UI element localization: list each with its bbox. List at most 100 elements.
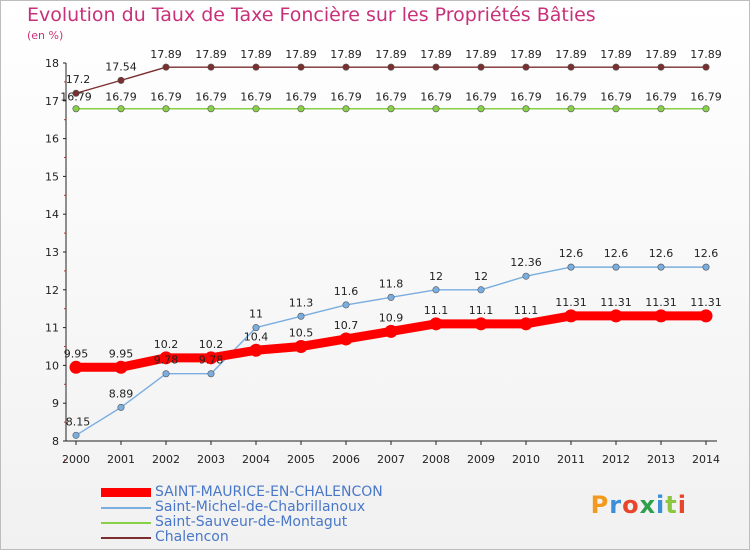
data-label-s3-2004: 17.89 (240, 48, 272, 61)
series-3-point-2000 (72, 89, 80, 97)
x-tick-label-2011: 2011 (557, 453, 585, 466)
series-2-point-2003 (207, 105, 215, 113)
series-3-point-2006 (342, 63, 350, 71)
series-1-point-2013 (657, 263, 665, 271)
x-tick-label-2008: 2008 (422, 453, 450, 466)
data-label-s1-2014: 12.6 (694, 247, 719, 260)
series-0-point-2002 (159, 351, 173, 365)
series-0-point-2010 (519, 317, 533, 331)
y-tick-label-16: 16 (45, 133, 59, 146)
data-label-s3-2003: 17.89 (195, 48, 227, 61)
data-label-s2-2000: 16.79 (60, 91, 92, 104)
legend-swatch-chalencon (101, 536, 151, 539)
series-1-point-2003 (207, 370, 215, 378)
series-1-point-2002 (162, 370, 170, 378)
series-3-point-2014 (702, 63, 710, 71)
x-tick-label-2010: 2010 (512, 453, 540, 466)
data-label-s0-2003: 10.2 (199, 338, 224, 351)
data-label-s2-2003: 16.79 (195, 91, 227, 104)
data-label-s3-2006: 17.89 (330, 48, 362, 61)
series-0-point-2012 (609, 309, 623, 323)
data-label-s2-2004: 16.79 (240, 91, 272, 104)
data-label-s3-2013: 17.89 (645, 48, 677, 61)
data-label-s1-2008: 12 (429, 270, 443, 283)
x-tick-label-2009: 2009 (467, 453, 495, 466)
series-0-point-2014 (699, 309, 713, 323)
data-label-s0-2010: 11.1 (514, 304, 539, 317)
data-label-s1-2012: 12.6 (604, 247, 629, 260)
x-tick-label-2007: 2007 (377, 453, 405, 466)
data-label-s1-2011: 12.6 (559, 247, 584, 260)
unit-label: (en %) (27, 29, 64, 42)
series-2-point-2007 (387, 105, 395, 113)
data-label-s3-2007: 17.89 (375, 48, 407, 61)
series-2-point-2011 (567, 105, 575, 113)
series-1-point-2009 (477, 286, 485, 294)
series-line-3 (75, 66, 707, 94)
series-3-point-2010 (522, 63, 530, 71)
data-label-s2-2002: 16.79 (150, 91, 182, 104)
chart-title: Evolution du Taux de Taxe Foncière sur l… (27, 4, 596, 26)
legend-item-chalencon: Chalencon (101, 530, 383, 545)
y-tick-label-11: 11 (45, 322, 59, 335)
series-0-point-2009 (474, 317, 488, 331)
series-3-point-2012 (612, 63, 620, 71)
series-1-point-2004 (252, 324, 260, 332)
data-label-s3-2005: 17.89 (285, 48, 317, 61)
data-label-s2-2010: 16.79 (510, 91, 542, 104)
data-label-s3-2014: 17.89 (690, 48, 722, 61)
legend-label-saint-sauveur: Saint-Sauveur-de-Montagut (155, 514, 348, 530)
data-label-s2-2001: 16.79 (105, 91, 137, 104)
series-1-point-2001 (117, 403, 125, 411)
series-0-point-2003 (204, 351, 218, 365)
series-2-point-2004 (252, 105, 260, 113)
y-tick-label-14: 14 (45, 208, 59, 221)
legend-swatch-saint-sauveur (101, 521, 151, 524)
legend-label-saint-michel: Saint-Michel-de-Chabrillanoux (155, 499, 366, 515)
data-label-s1-2013: 12.6 (649, 247, 674, 260)
legend-item-saint-maurice: SAINT-MAURICE-EN-CHALENCON (101, 485, 383, 500)
x-tick-label-2002: 2002 (152, 453, 180, 466)
series-0-point-2011 (564, 309, 578, 323)
data-label-s0-2009: 11.1 (469, 304, 494, 317)
data-label-s3-2011: 17.89 (555, 48, 587, 61)
data-label-s0-2005: 10.5 (289, 327, 314, 340)
data-label-s1-2006: 11.6 (334, 285, 359, 298)
data-label-s1-2001: 8.89 (109, 387, 134, 400)
legend-swatch-saint-michel (101, 506, 151, 509)
data-label-s1-2007: 11.8 (379, 277, 404, 290)
series-2-point-2001 (117, 105, 125, 113)
legend-item-saint-michel: Saint-Michel-de-Chabrillanoux (101, 500, 383, 515)
x-tick-label-2000: 2000 (62, 453, 90, 466)
series-1-point-2000 (72, 431, 80, 439)
y-tick-label-13: 13 (45, 246, 59, 259)
series-0-point-2004 (249, 343, 263, 357)
legend-label-saint-maurice: SAINT-MAURICE-EN-CHALENCON (155, 484, 383, 500)
series-0-point-2000 (69, 360, 83, 374)
series-1-point-2006 (342, 301, 350, 309)
series-1-point-2010 (522, 272, 530, 280)
data-label-s0-2013: 11.31 (645, 296, 677, 309)
x-tick-label-2004: 2004 (242, 453, 270, 466)
data-label-s3-2008: 17.89 (420, 48, 452, 61)
series-1-point-2014 (702, 263, 710, 271)
x-tick-label-2001: 2001 (107, 453, 135, 466)
data-label-s1-2009: 12 (474, 270, 488, 283)
data-label-s1-2003: 9.78 (199, 354, 224, 367)
data-label-s1-2004: 11 (249, 308, 263, 321)
data-label-s2-2006: 16.79 (330, 91, 362, 104)
data-label-s0-2001: 9.95 (109, 347, 134, 360)
x-tick-label-2006: 2006 (332, 453, 360, 466)
data-label-s2-2013: 16.79 (645, 91, 677, 104)
series-0-point-2001 (114, 360, 128, 374)
legend-label-chalencon: Chalencon (155, 529, 229, 545)
y-tick-label-8: 8 (52, 435, 59, 448)
legend-swatch-saint-maurice (101, 488, 151, 497)
data-label-s1-2010: 12.36 (510, 256, 542, 269)
series-2-point-2010 (522, 105, 530, 113)
series-1-point-2008 (432, 286, 440, 294)
series-1-point-2005 (297, 312, 305, 320)
data-label-s1-2000: 8.15 (66, 415, 91, 428)
data-label-s2-2012: 16.79 (600, 91, 632, 104)
data-label-s0-2002: 10.2 (154, 338, 179, 351)
